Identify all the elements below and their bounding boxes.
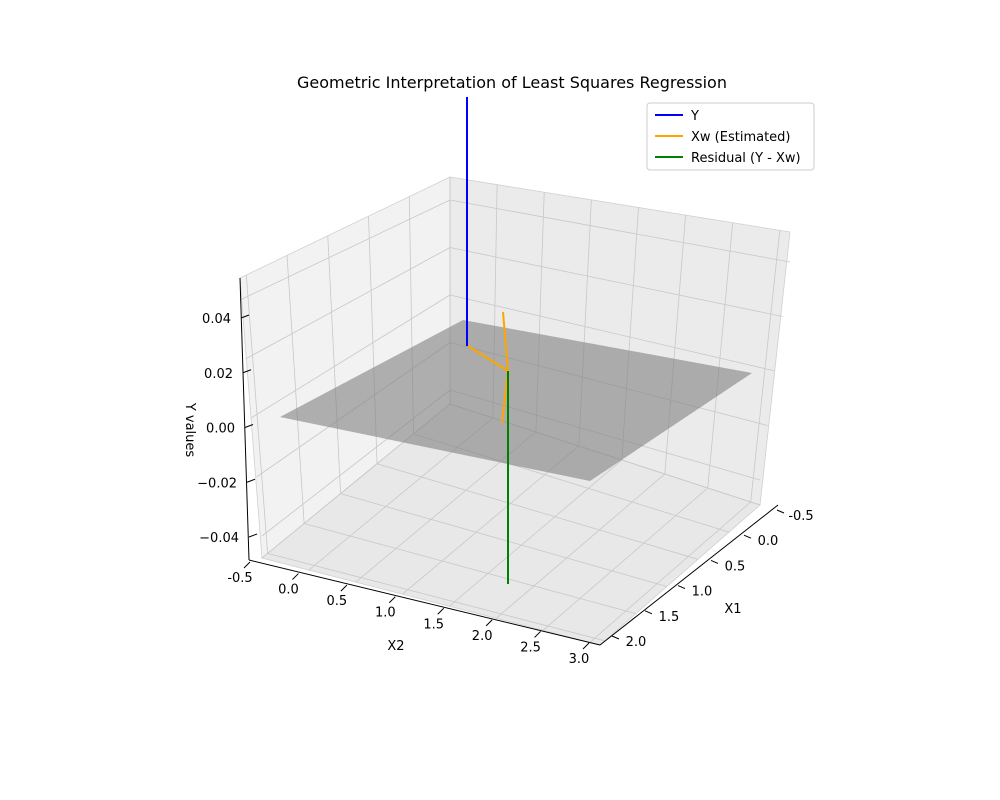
grid-line-x1 <box>286 255 305 524</box>
legend-label-y: Y <box>690 109 699 124</box>
grid-line-z <box>449 294 776 372</box>
grid-line-x2 <box>664 215 686 475</box>
grid-line-z <box>250 294 451 419</box>
x2-tick-mark <box>243 561 251 569</box>
z-tick-mark <box>242 369 252 374</box>
series-xw-base-line <box>467 345 509 372</box>
z-tick-label: −0.04 <box>199 531 239 546</box>
z-tick-label: 0.00 <box>206 422 235 437</box>
x1-tick-label: -0.5 <box>788 509 813 524</box>
chart-title: Geometric Interpretation of Least Square… <box>297 73 727 92</box>
grid-line-x2 <box>542 487 709 631</box>
z-tick-mark <box>248 533 258 538</box>
grid-line-x1 <box>304 523 636 615</box>
grid-line-x2 <box>449 459 623 607</box>
z-tick-mark <box>244 424 254 428</box>
x2-tick-label: 1.0 <box>375 606 396 621</box>
x1-tick-label: 1.5 <box>659 610 680 625</box>
x2-tick-label: -0.5 <box>227 571 252 586</box>
x2-tick-label: 1.5 <box>423 617 444 632</box>
grid-line-x1 <box>327 235 341 494</box>
grid-line-z <box>239 199 451 301</box>
z-axis-title: Y values <box>182 402 197 458</box>
z-tick-mark <box>246 478 256 483</box>
x2-axis-line <box>248 559 601 646</box>
x2-tick-label: 2.0 <box>472 629 493 644</box>
x2-tick-label: 0.0 <box>278 583 299 598</box>
ticks: -0.5 0.0 0.5 1.0 1.5 2.0 2.5 3.0 -0.5 0.0 0.5 1.0 1.… <box>197 312 814 667</box>
x2-tick-mark <box>534 631 541 638</box>
grid-line-z <box>449 199 791 263</box>
x1-tick-mark <box>677 585 686 590</box>
legend-box <box>646 102 815 171</box>
x2-tick-mark <box>582 642 590 650</box>
grid-line-x2 <box>707 222 734 489</box>
x1-tick-label: 1.0 <box>692 585 713 600</box>
x2-tick-mark <box>340 584 348 592</box>
x2-tick-label: 2.5 <box>520 640 541 655</box>
x1-tick-mark <box>710 559 719 564</box>
grid-line-x1 <box>376 463 699 560</box>
z-tick-mark <box>240 314 250 319</box>
grid-line-z <box>449 247 783 317</box>
z-tick-label: −0.02 <box>197 476 237 491</box>
x1-tick-mark <box>743 534 752 539</box>
grid-line-x1 <box>340 493 667 587</box>
x1-tick-label: 0.0 <box>758 534 779 549</box>
x2-tick-mark <box>388 596 396 604</box>
z-tick-label: 0.04 <box>202 312 231 327</box>
x2-tick-label: 0.5 <box>327 594 348 609</box>
grid-line-x2 <box>495 473 666 619</box>
x1-axis-line <box>599 504 779 646</box>
legend: Y Xw (Estimated) Residual (Y - Xw) <box>646 102 815 171</box>
grid-line-x1 <box>267 552 605 642</box>
z-axis-line <box>239 277 250 561</box>
legend-label-residual: Residual (Y - Xw) <box>691 151 801 166</box>
x2-tick-label: 3.0 <box>569 652 590 667</box>
x2-tick-mark <box>292 573 299 580</box>
x1-tick-label: 2.0 <box>626 635 647 650</box>
grid-line-x2 <box>589 501 751 643</box>
x1-tick-mark <box>611 635 620 640</box>
x1-tick-mark <box>776 509 785 514</box>
x2-tick-mark <box>485 619 493 627</box>
x1-tick-mark <box>644 610 653 615</box>
regression-plane <box>280 320 752 481</box>
x2-axis-title: X2 <box>387 639 404 654</box>
x2-tick-mark <box>437 607 445 615</box>
grid-line-z <box>245 247 451 360</box>
z-tick-label: 0.02 <box>204 367 233 382</box>
legend-label-xw: Xw (Estimated) <box>691 130 791 145</box>
x1-tick-label: 0.5 <box>725 559 746 574</box>
x1-axis-title: X1 <box>724 602 741 617</box>
grid-line-x2 <box>750 230 781 503</box>
